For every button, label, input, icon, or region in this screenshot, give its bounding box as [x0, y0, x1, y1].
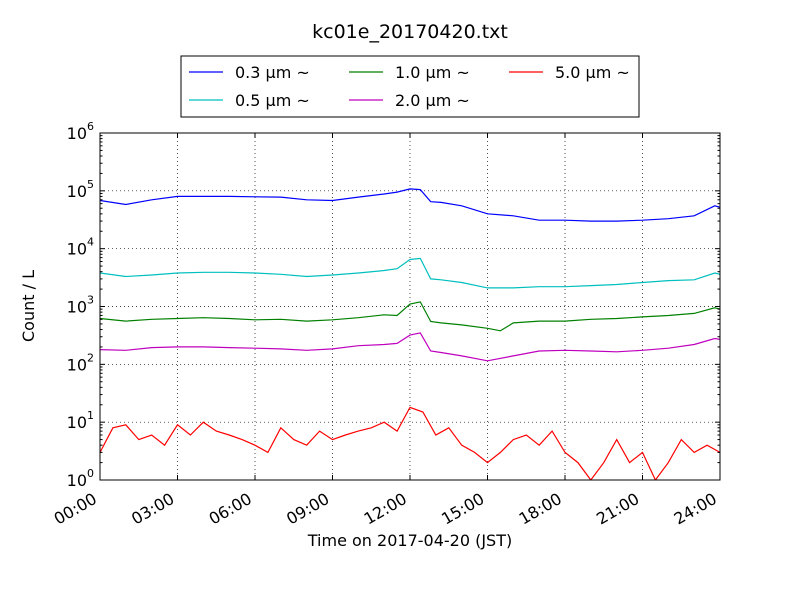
y-tick-labels: 100 101 102 103 104 105 106 [67, 120, 94, 490]
x-axis-label: Time on 2017-04-20 (JST) [307, 531, 512, 550]
legend-label-3: 2.0 μm ~ [395, 91, 470, 110]
legend-label-4: 5.0 μm ~ [555, 63, 630, 82]
legend: 0.3 μm ~ 0.5 μm ~ 1.0 μm ~ 2.0 μm ~ 5.0 μm ~ [180, 55, 640, 118]
y-tick-label: 101 [67, 409, 94, 432]
y-tick-label: 104 [67, 236, 94, 259]
series-line-2 [100, 301, 720, 332]
chart-title: kc01e_20170420.txt [312, 21, 508, 43]
legend-box [180, 55, 640, 118]
legend-label-0: 0.3 μm ~ [235, 63, 310, 82]
y-tick-label: 106 [67, 120, 94, 143]
y-axis-label: Count / L [19, 270, 38, 342]
y-tick-label: 103 [67, 294, 94, 317]
grid [100, 133, 720, 480]
series-line-4 [100, 406, 720, 480]
ticks [99, 132, 721, 481]
y-tick-label: 100 [67, 467, 94, 490]
series-line-0 [100, 188, 720, 222]
legend-label-2: 1.0 μm ~ [395, 63, 470, 82]
y-tick-label: 102 [67, 351, 94, 374]
legend-label-1: 0.5 μm ~ [235, 91, 310, 110]
series-line-1 [100, 257, 720, 289]
series-layer [100, 188, 720, 480]
series-line-3 [100, 332, 720, 362]
y-tick-label: 105 [67, 178, 94, 201]
